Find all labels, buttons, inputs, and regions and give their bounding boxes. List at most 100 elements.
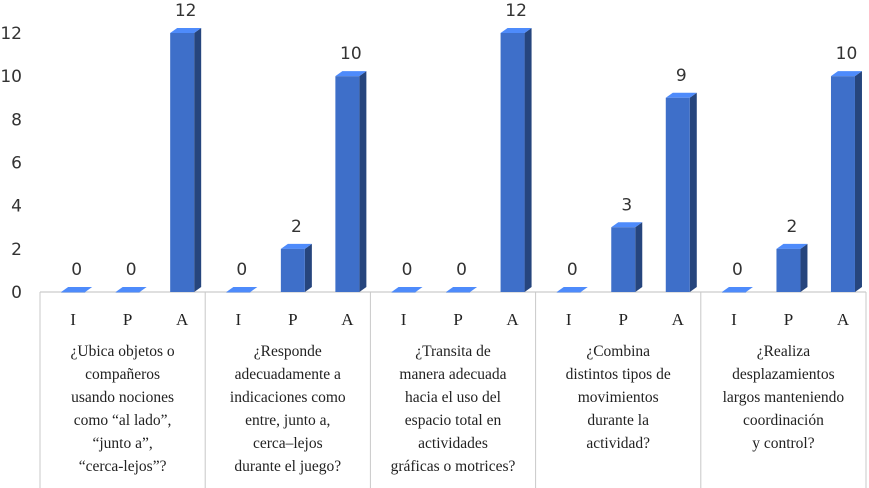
category-label: P — [123, 310, 132, 329]
y-tick-label: 0 — [11, 283, 22, 303]
group-question-line: movimientos — [578, 389, 659, 406]
group-question-line: y control? — [752, 435, 815, 452]
bar — [115, 292, 140, 293]
group-question-line: ¿Combina — [586, 343, 650, 360]
bar — [335, 76, 360, 293]
category-label: A — [837, 310, 850, 329]
data-label: 3 — [621, 195, 632, 215]
bar-top — [391, 287, 423, 292]
category-label: I — [566, 310, 572, 329]
bar-top — [61, 287, 93, 292]
bar — [721, 292, 746, 293]
data-label: 2 — [787, 217, 798, 237]
bar-top — [226, 287, 258, 292]
group-question-line: ¿Ubica objetos o — [71, 343, 175, 360]
data-label: 0 — [126, 260, 137, 280]
group-question-line: entre, junto a, — [245, 412, 330, 429]
y-tick-label: 4 — [11, 197, 22, 217]
bar-top — [335, 71, 367, 77]
data-label: 9 — [676, 66, 687, 86]
y-tick-label: 12 — [0, 24, 22, 44]
category-label: A — [672, 310, 685, 329]
group-question-line: “junto a”, — [92, 435, 152, 452]
group-question-line: ¿Transita de — [415, 343, 491, 360]
group-question-line: desplazamientos — [732, 366, 834, 383]
bar-side — [854, 71, 862, 293]
group-question-line: como “al lado”, — [74, 412, 172, 429]
data-label: 0 — [456, 260, 467, 280]
group-question-line: adecuadamente a — [235, 366, 341, 383]
group-question-line: ¿Responde — [254, 343, 322, 360]
y-tick-label: 10 — [0, 67, 22, 87]
group-question-line: durante el juego? — [234, 458, 341, 475]
y-tick-label: 2 — [11, 240, 22, 260]
bar-side — [359, 71, 367, 293]
bar — [556, 292, 581, 293]
bar — [226, 292, 251, 293]
data-label: 10 — [340, 44, 362, 64]
bar-top — [500, 28, 532, 33]
bar-side — [689, 92, 697, 292]
bar-top — [830, 71, 862, 77]
bar — [830, 76, 855, 293]
group-question-line: durante la — [587, 412, 649, 429]
group-question-line: actividad? — [586, 435, 650, 452]
group-question-line: espacio total en — [405, 412, 502, 429]
bar — [391, 292, 416, 293]
bar-side — [304, 243, 312, 292]
bar-side — [800, 243, 808, 292]
bar-top — [776, 243, 808, 249]
group-question-line: ¿Realiza — [757, 343, 810, 360]
bar-top — [115, 287, 147, 292]
group-question-line: gráficas o motrices? — [391, 458, 516, 475]
bar — [61, 292, 86, 293]
bar-side — [194, 28, 202, 292]
group-question-line: hacia el uso del — [405, 389, 501, 406]
bar-top — [721, 287, 753, 292]
group-question-line: distintos tipos de — [566, 366, 671, 383]
data-label: 12 — [175, 1, 197, 21]
category-label: A — [176, 310, 189, 329]
data-label: 2 — [291, 217, 302, 237]
bar — [280, 248, 305, 292]
group-question-line: usando nociones — [71, 389, 174, 406]
bar-side — [524, 28, 532, 292]
data-label: 10 — [836, 44, 858, 64]
category-label: A — [506, 310, 519, 329]
group-question-line: coordinación — [743, 412, 824, 429]
data-label: 0 — [567, 260, 578, 280]
bar-top — [446, 287, 478, 292]
y-tick-label: 6 — [11, 154, 22, 174]
data-label: 0 — [71, 260, 82, 280]
y-tick-label: 8 — [11, 110, 22, 130]
bar-top — [611, 222, 643, 228]
bar-top — [170, 28, 202, 33]
data-label: 0 — [732, 260, 743, 280]
bar — [500, 33, 525, 292]
group-question-line: largos manteniendo — [723, 389, 845, 406]
group-question-line: indicaciones como — [230, 389, 346, 406]
group-question-line: cerca–lejos — [253, 435, 323, 452]
category-label: P — [784, 310, 793, 329]
bar-top — [280, 243, 312, 249]
category-label: A — [341, 310, 354, 329]
bar — [776, 248, 801, 292]
bar — [665, 97, 690, 292]
group-question-line: manera adecuada — [399, 366, 506, 383]
bar — [446, 292, 471, 293]
category-label: P — [619, 310, 628, 329]
group-question-line: “cerca-lejos”? — [79, 458, 167, 475]
bar — [170, 33, 195, 292]
data-label: 0 — [236, 260, 247, 280]
bar-top — [556, 287, 588, 292]
category-label: P — [453, 310, 462, 329]
category-label: I — [401, 310, 407, 329]
category-label: I — [731, 310, 737, 329]
bar-side — [635, 222, 643, 292]
group-question-line: actividades — [418, 435, 488, 452]
data-label: 12 — [505, 1, 527, 21]
data-label: 0 — [402, 260, 413, 280]
group-question-line: compañeros — [85, 366, 160, 383]
category-label: I — [236, 310, 242, 329]
